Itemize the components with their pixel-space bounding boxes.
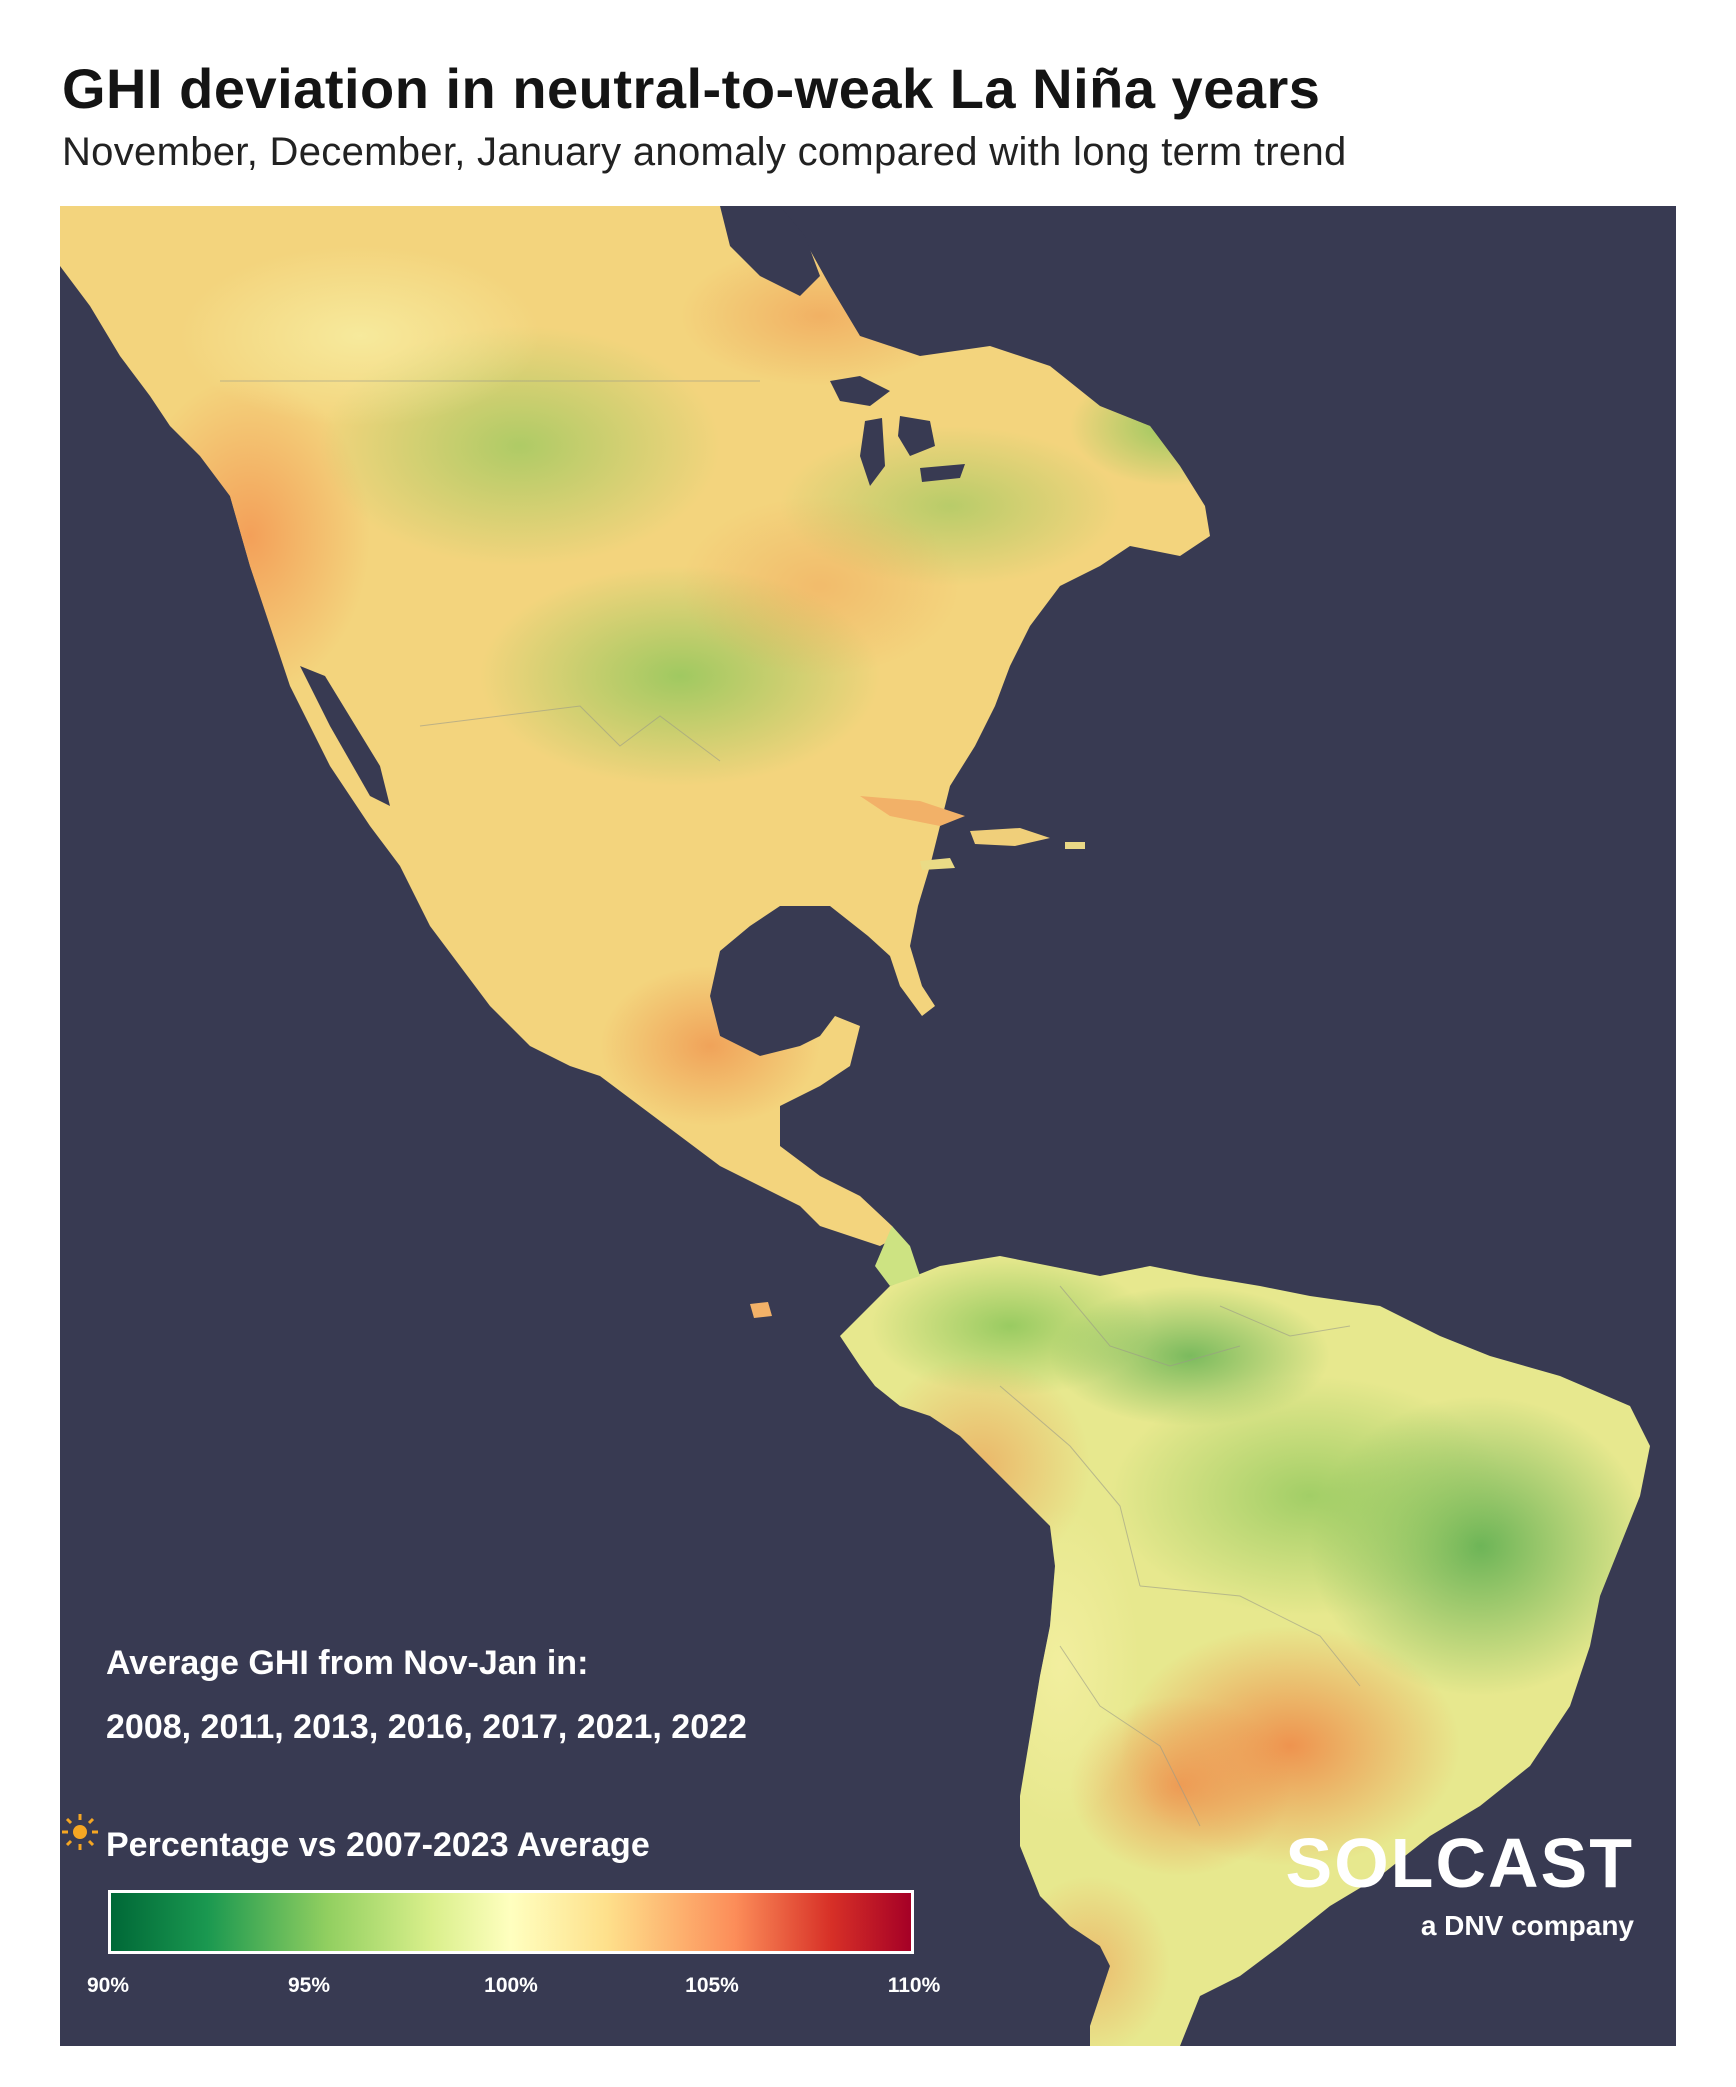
lake-michigan (860, 418, 885, 486)
lake-erie (920, 464, 965, 482)
sun-icon (62, 1814, 98, 1850)
legend-tick-105: 105% (685, 1974, 739, 1997)
cuba (860, 796, 965, 826)
chart-subtitle: November, December, January anomaly comp… (62, 130, 1347, 174)
legend-tick-90: 90% (86, 1974, 130, 1997)
map-svg (60, 206, 1650, 2046)
legend-tick-110: 110% (887, 1974, 941, 1997)
panama-isthmus (875, 1226, 920, 1286)
logo-wordmark: SOLCAST (1285, 1824, 1634, 1902)
legend-tick-100: 100% (484, 1974, 538, 1997)
legend-tick-95: 95% (287, 1974, 331, 1997)
gulf-of-california (300, 666, 390, 806)
map-panel: Average GHI from Nov-Jan in: 2008, 2011,… (60, 206, 1676, 2046)
jamaica (920, 858, 955, 870)
lake-huron (898, 416, 935, 456)
info-line-1: Average GHI from Nov-Jan in: (106, 1644, 589, 1682)
legend-color-bar (108, 1890, 914, 1954)
hudson-bay (720, 206, 820, 296)
lake-superior (830, 376, 890, 406)
country-borders (220, 380, 1361, 1827)
hispaniola (970, 828, 1050, 846)
galapagos (750, 1302, 772, 1318)
chart-title: GHI deviation in neutral-to-weak La Niña… (62, 57, 1321, 120)
solcast-logo: SOLCAST a DNV company (1286, 1828, 1634, 1942)
legend-title: Percentage vs 2007-2023 Average (106, 1826, 650, 1864)
info-line-2: 2008, 2011, 2013, 2016, 2017, 2021, 2022 (106, 1708, 747, 1746)
logo-tagline: a DNV company (1420, 1910, 1634, 1941)
puerto-rico (1065, 842, 1085, 849)
